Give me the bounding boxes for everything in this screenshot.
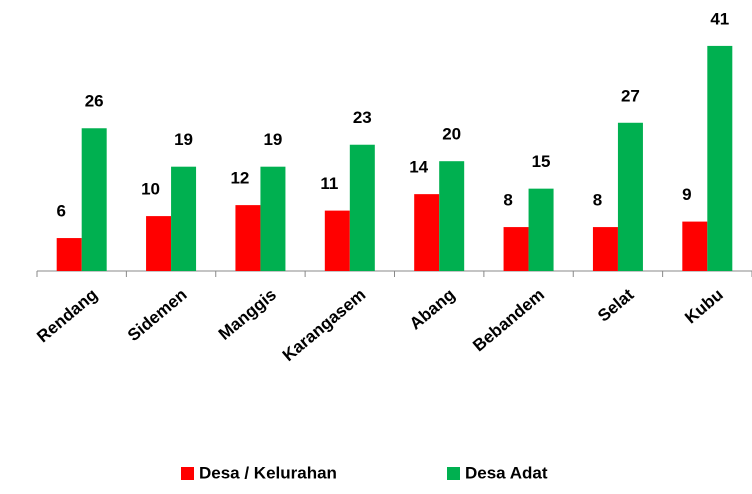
legend-swatch — [181, 467, 194, 480]
data-label: 6 — [56, 202, 65, 221]
legend-label: Desa / Kelurahan — [199, 463, 337, 482]
data-label: 8 — [503, 191, 512, 210]
legend-label: Desa Adat — [465, 463, 548, 482]
bar — [682, 221, 708, 271]
x-tick-label: Karangasem — [279, 285, 369, 365]
bar — [707, 45, 733, 271]
data-label: 10 — [141, 180, 160, 199]
x-tick-label: Bebandem — [469, 285, 548, 355]
x-tick-label: Rendang — [33, 285, 101, 346]
data-label: 26 — [85, 92, 104, 111]
data-label: 14 — [409, 158, 428, 177]
x-tick-label: Abang — [406, 285, 459, 334]
x-tick-label: Sidemen — [124, 285, 190, 345]
legend-swatch — [447, 467, 460, 480]
data-label: 8 — [593, 191, 602, 210]
data-label: 27 — [621, 86, 640, 105]
data-label: 41 — [710, 9, 729, 28]
bar — [592, 227, 618, 271]
bar — [414, 194, 440, 271]
data-label: 23 — [353, 108, 372, 127]
bar — [235, 205, 261, 271]
bar — [171, 166, 197, 271]
bar — [617, 122, 643, 272]
bar — [349, 144, 375, 271]
bar — [439, 161, 465, 271]
bar — [146, 216, 172, 271]
bar — [81, 128, 107, 271]
x-tick-label: Selat — [594, 285, 638, 326]
data-label: 19 — [174, 130, 193, 149]
bar — [56, 238, 82, 271]
bar — [528, 188, 554, 271]
x-tick-label: Manggis — [215, 285, 280, 344]
data-label: 20 — [442, 125, 461, 144]
bar — [260, 166, 286, 271]
data-label: 12 — [230, 169, 249, 188]
bar — [324, 210, 350, 271]
data-label: 15 — [532, 152, 551, 171]
x-tick-label: Kubu — [681, 285, 726, 327]
data-label: 11 — [320, 174, 338, 193]
data-label: 9 — [682, 185, 691, 204]
data-label: 19 — [263, 130, 282, 149]
bar — [503, 227, 529, 271]
